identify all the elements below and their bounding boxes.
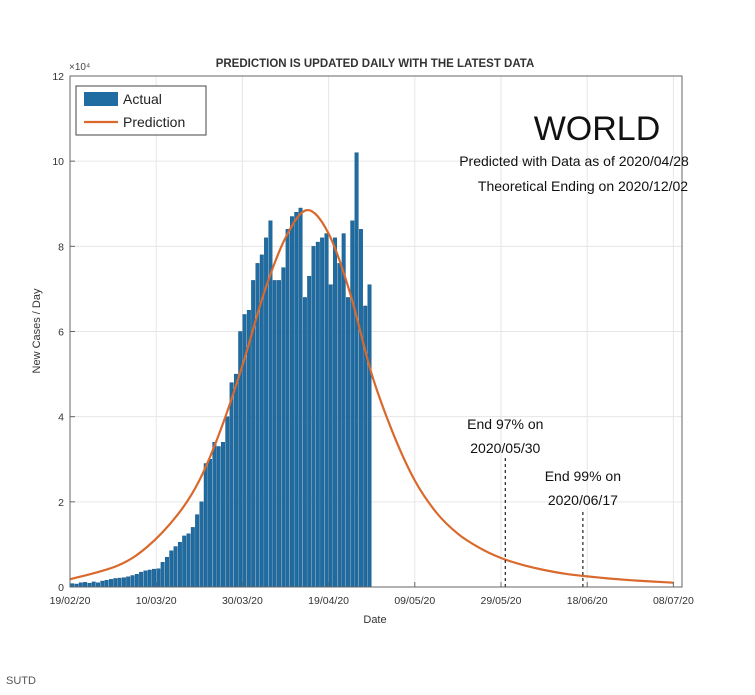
bar [346,297,350,588]
bar [83,582,88,588]
x-tick-label: 19/04/20 [308,595,349,607]
bar [169,550,174,588]
bar [91,581,96,588]
annotation-label: End 99% on [545,468,621,484]
footer-credit: SUTD [6,675,36,687]
y-tick-label: 0 [58,582,64,594]
bar [143,570,148,588]
x-tick-label: 08/07/20 [653,595,694,607]
bar [367,284,372,588]
y-tick-label: 2 [58,497,64,509]
bar [104,579,109,588]
info-line-predicted: Predicted with Data as of 2020/04/28 [459,153,689,169]
bar [108,579,113,588]
legend-label-prediction: Prediction [123,114,185,130]
x-tick-label: 29/05/20 [481,595,522,607]
bar [333,237,338,588]
bar [315,241,320,588]
bar [294,212,299,588]
bar [130,575,135,588]
bar [289,216,294,588]
bar [212,442,217,588]
legend-swatch-actual [84,92,118,106]
chart-title: PREDICTION IS UPDATED DAILY WITH THE LAT… [216,58,535,70]
bar [182,535,187,588]
bar [341,233,346,588]
bar [225,416,230,588]
bar [354,152,359,588]
bar [195,514,200,588]
bar [186,533,191,588]
bar [277,280,281,588]
bar [320,237,325,588]
bar [100,580,105,588]
y-axis-exponent: ×10⁴ [69,62,90,73]
annotation-label: 2020/05/30 [470,440,540,456]
bar [126,576,131,588]
bar [96,582,100,588]
prediction-line [69,209,674,584]
bar [337,263,342,588]
y-tick-label: 6 [58,327,64,339]
y-axis-ticks: 0 2 4 6 8 10 12 [52,71,75,594]
bar [281,267,286,588]
legend-label-actual: Actual [123,91,162,107]
bar [70,583,75,588]
bar [121,577,126,588]
bar [78,582,83,588]
annotation-label: End 97% on [467,416,543,432]
x-axis-label: Date [363,614,386,626]
y-tick-label: 4 [58,412,64,424]
x-tick-label: 10/03/20 [136,595,177,607]
bar [233,373,238,588]
bar [324,233,329,588]
bar [147,569,152,588]
info-line-ending: Theoretical Ending on 2020/12/02 [478,178,688,194]
bar [208,459,213,588]
legend: Actual Prediction [75,85,207,136]
bar [152,568,157,588]
y-tick-label: 12 [52,71,64,83]
x-tick-label: 09/05/20 [394,595,435,607]
bar [302,297,307,588]
x-tick-label: 30/03/20 [222,595,263,607]
bar [328,284,333,588]
bar [272,280,277,588]
bar [298,207,303,588]
y-tick-label: 8 [58,241,64,253]
bar [350,220,355,588]
bar [177,542,182,588]
bar [199,501,204,588]
bar [311,246,316,588]
annotation-label: 2020/06/17 [548,492,618,508]
y-axis-label: New Cases / Day [31,288,43,373]
region-label: WORLD [534,110,661,148]
bar [87,582,92,588]
bar [165,556,169,588]
x-tick-label: 19/02/20 [50,595,91,607]
bar [285,229,290,588]
bar [229,382,234,588]
bar [216,446,221,588]
bar [221,442,225,588]
bar [113,578,118,588]
bar [358,229,363,588]
bar [160,562,165,588]
bar [190,527,195,588]
bar [173,546,178,588]
x-tick-label: 18/06/20 [567,595,608,607]
bar [156,568,161,588]
x-axis-ticks: 19/02/20 10/03/20 30/03/20 19/04/20 09/05/20… [50,582,694,607]
annotations: End 97% on 2020/05/30 End 99% on 2020/06/17 [467,416,621,587]
bar [117,577,122,588]
y-tick-label: 10 [52,156,64,168]
bar [203,463,208,588]
bar [307,275,312,588]
bar [134,574,139,588]
bar [139,571,144,588]
